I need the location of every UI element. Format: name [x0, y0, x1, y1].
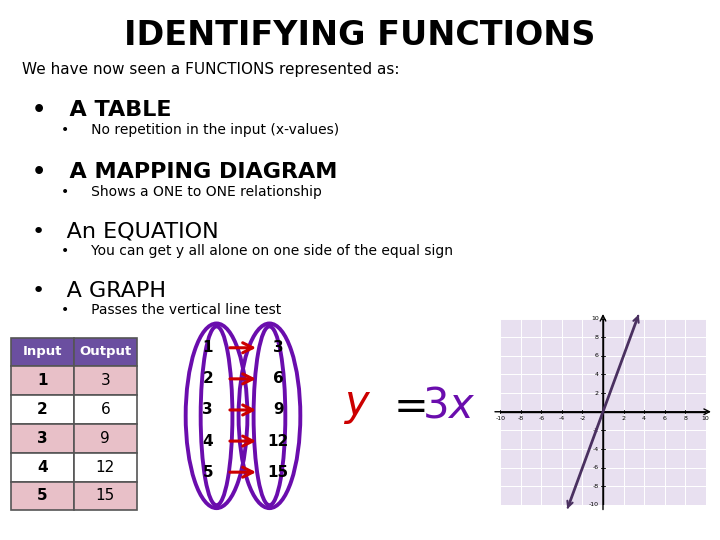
Text: Output: Output	[79, 346, 132, 359]
Text: -6: -6	[539, 416, 544, 421]
Text: We have now seen a FUNCTIONS represented as:: We have now seen a FUNCTIONS represented…	[22, 62, 399, 77]
Bar	[74, 424, 137, 453]
Text: 12: 12	[268, 434, 289, 449]
Bar	[11, 395, 74, 424]
Text: 3: 3	[202, 402, 213, 417]
Bar	[11, 424, 74, 453]
Text: •     You can get y all alone on one side of the equal sign: • You can get y all alone on one side of…	[61, 244, 453, 258]
Bar	[11, 366, 74, 395]
Text: Input: Input	[22, 346, 62, 359]
Text: -4: -4	[559, 416, 565, 421]
Text: 8: 8	[683, 416, 687, 421]
Text: -2: -2	[580, 416, 585, 421]
Text: 6: 6	[662, 416, 667, 421]
Text: •     No repetition in the input (x-values): • No repetition in the input (x-values)	[61, 123, 339, 137]
Text: •   A MAPPING DIAGRAM: • A MAPPING DIAGRAM	[32, 162, 338, 182]
Text: 6: 6	[100, 402, 110, 417]
Text: -10: -10	[589, 502, 599, 508]
Text: -2: -2	[593, 428, 599, 433]
Text: -8: -8	[518, 416, 524, 421]
Text: 9: 9	[100, 431, 110, 446]
Text: 8: 8	[595, 335, 599, 340]
Text: -8: -8	[593, 484, 599, 489]
Text: •   A GRAPH: • A GRAPH	[32, 281, 166, 301]
Text: •     Passes the vertical line test: • Passes the vertical line test	[61, 303, 282, 318]
Bar	[11, 453, 74, 482]
Text: -4: -4	[593, 447, 599, 451]
Text: 3: 3	[273, 340, 284, 355]
Text: IDENTIFYING FUNCTIONS: IDENTIFYING FUNCTIONS	[125, 19, 595, 52]
Text: 6: 6	[595, 353, 599, 359]
Text: 2: 2	[202, 372, 213, 386]
Text: •     Shows a ONE to ONE relationship: • Shows a ONE to ONE relationship	[61, 185, 322, 199]
Text: 15: 15	[268, 465, 289, 480]
Text: 15: 15	[96, 488, 115, 503]
Text: 5: 5	[37, 488, 48, 503]
Bar	[74, 338, 137, 366]
Text: $3x$: $3x$	[422, 384, 475, 426]
Text: -10: -10	[495, 416, 505, 421]
Text: 4: 4	[37, 460, 48, 475]
Text: 10: 10	[591, 316, 599, 321]
Text: •   An EQUATION: • An EQUATION	[32, 221, 219, 241]
Bar	[11, 482, 74, 510]
Text: 2: 2	[595, 390, 599, 396]
Text: 1: 1	[37, 373, 48, 388]
Text: 4: 4	[595, 372, 599, 377]
Text: $=$: $=$	[385, 384, 426, 426]
Text: 5: 5	[202, 465, 213, 480]
Text: -6: -6	[593, 465, 599, 470]
Bar	[11, 338, 74, 366]
Text: 2: 2	[37, 402, 48, 417]
Text: 1: 1	[202, 340, 213, 355]
Text: 12: 12	[96, 460, 115, 475]
Text: 2: 2	[621, 416, 626, 421]
Text: 3: 3	[37, 431, 48, 446]
Text: 10: 10	[702, 416, 709, 421]
Text: •   A TABLE: • A TABLE	[32, 100, 172, 120]
Text: $y$: $y$	[343, 384, 371, 426]
Bar	[74, 366, 137, 395]
Text: 9: 9	[273, 402, 284, 417]
Text: 6: 6	[273, 372, 284, 386]
Bar	[74, 453, 137, 482]
Text: 3: 3	[100, 373, 110, 388]
Text: 4: 4	[642, 416, 646, 421]
Bar	[74, 395, 137, 424]
Text: 4: 4	[202, 434, 213, 449]
Bar	[74, 482, 137, 510]
